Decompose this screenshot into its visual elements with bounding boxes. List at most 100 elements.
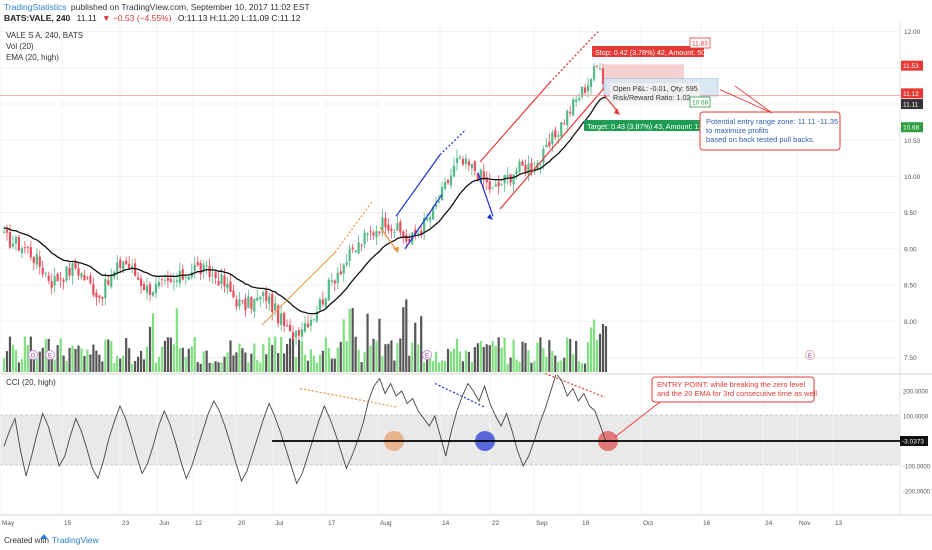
volume-bar <box>351 308 354 372</box>
volume-bar <box>125 338 128 372</box>
volume-bar <box>327 347 330 372</box>
volume-bar <box>300 341 304 372</box>
candle-body <box>214 272 217 279</box>
volume-bar <box>172 344 175 372</box>
volume-bar <box>169 337 172 372</box>
volume-bar <box>586 342 590 372</box>
candle-body <box>101 296 104 299</box>
volume-bar <box>14 349 18 372</box>
candle-body <box>128 263 131 269</box>
candle-body <box>545 144 548 148</box>
candle-body <box>217 280 220 286</box>
volume-bar <box>557 361 560 372</box>
candle-body <box>396 223 399 231</box>
volume-bar <box>104 339 107 372</box>
time-tick-label: 22 <box>492 520 500 527</box>
volume-bar <box>598 333 602 372</box>
candle-body <box>414 229 417 235</box>
volume-bar <box>604 326 608 372</box>
candle-body <box>515 170 518 174</box>
volume-bar <box>437 362 441 372</box>
candle-body <box>318 299 321 310</box>
time-tick-label: Nov <box>799 520 811 527</box>
volume-bar <box>65 360 68 372</box>
volume-bar <box>479 340 482 372</box>
candle-body <box>554 129 557 138</box>
volume-bar <box>107 339 110 372</box>
legend-symbol: VALE S A, 240, BATS <box>6 31 83 40</box>
red-channel-dashed <box>549 31 599 83</box>
volume-bar <box>274 336 277 372</box>
cci-last-value-box <box>900 436 928 446</box>
legend-cci: CCI (20, high) <box>6 378 56 387</box>
entry-point-text-line: and the 20 EMA for 3rd consecutive time … <box>657 389 817 398</box>
candle-body <box>595 65 599 67</box>
volume-bar <box>402 307 405 372</box>
candle-body <box>315 312 318 322</box>
volume-bar <box>381 356 384 372</box>
volume-bar <box>122 355 125 372</box>
volume-bar <box>470 361 473 372</box>
candle-body <box>65 266 68 281</box>
footer-created-with: Created with <box>4 536 49 545</box>
price-tick-label: 10.00 <box>904 174 921 181</box>
event-marker-letter: E <box>425 353 430 360</box>
volume-bar <box>563 357 566 372</box>
candle-body <box>297 330 301 336</box>
candle-body <box>375 231 378 238</box>
candle-body <box>336 272 339 284</box>
tradingview-logo[interactable]: TradingView <box>40 534 100 545</box>
volume-bar <box>199 363 202 372</box>
volume-bar <box>291 339 295 372</box>
volume-bar <box>581 363 584 372</box>
candle-body <box>256 297 259 301</box>
volume-bar <box>342 319 345 372</box>
volume-bar <box>560 360 563 372</box>
time-tick-label: 20 <box>238 520 246 527</box>
candle-body <box>50 281 53 288</box>
volume-bar <box>202 351 205 372</box>
candle-body <box>277 305 280 324</box>
tradingview-logo-icon <box>40 534 48 539</box>
volume-bar <box>336 347 339 372</box>
candle-body <box>432 206 435 220</box>
volume-bar <box>324 337 327 372</box>
publish-line: TradingStatistics published on TradingVi… <box>4 2 310 12</box>
volume-bar <box>423 362 426 372</box>
volume-bar <box>268 337 271 372</box>
event-marker <box>28 350 38 360</box>
candle-body <box>312 319 316 320</box>
time-tick-label: 18 <box>582 520 590 527</box>
candle-body <box>11 243 15 247</box>
event-marker-letter: E <box>808 353 813 360</box>
volume-bar <box>458 351 462 372</box>
volume-bar <box>601 324 605 372</box>
candle-body <box>145 285 149 293</box>
candle-body <box>131 266 134 269</box>
volume-bar <box>145 346 149 372</box>
candle-body <box>172 281 175 283</box>
volume-bar <box>68 348 71 372</box>
ema-line <box>3 96 607 315</box>
candle-body <box>548 141 551 147</box>
volume-bar <box>473 347 476 372</box>
candle-body <box>2 231 6 233</box>
candle-body <box>601 68 605 85</box>
candle-body <box>86 277 89 279</box>
candle-body <box>518 161 521 172</box>
candle-body <box>488 181 491 190</box>
candle-body <box>56 273 59 282</box>
price-axis-tag: 10.68 <box>903 125 920 132</box>
volume-bar <box>482 346 485 372</box>
candle-body <box>205 265 208 267</box>
time-tick-label: 14 <box>442 520 450 527</box>
candle-body <box>169 279 172 282</box>
stop-price-tag: 11.83 <box>692 41 708 48</box>
volume-bar <box>426 354 429 372</box>
candle-body <box>89 275 92 284</box>
volume-bar <box>554 355 557 372</box>
publisher-name[interactable]: TradingStatistics <box>4 2 67 12</box>
candle-body <box>390 228 393 232</box>
candle-body <box>378 231 381 233</box>
target-price-tag: 10.68 <box>692 100 709 107</box>
